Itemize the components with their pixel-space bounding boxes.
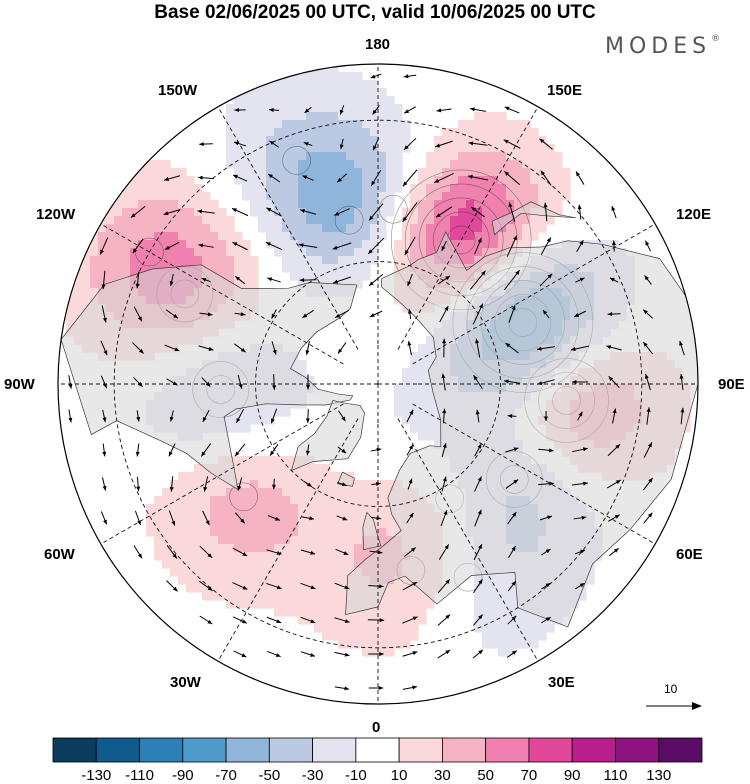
colorbar-tick-label: -50	[258, 767, 280, 784]
colorbar-cell	[442, 738, 485, 762]
colorbar-tick-label: -130	[81, 767, 111, 784]
colorbar-tick-label: 30	[434, 767, 451, 784]
colorbar-cell	[529, 738, 572, 762]
colorbar-cell	[313, 738, 356, 762]
colorbar-tick-label: -30	[302, 767, 324, 784]
colorbar-cell	[659, 738, 702, 762]
colorbar-tick-label: 50	[477, 767, 494, 784]
colorbar-tick-label: -110	[125, 767, 154, 784]
colorbar-cell	[96, 738, 139, 762]
colorbar-tick-label: -90	[172, 767, 194, 784]
colorbar-tick-label: 110	[603, 767, 627, 784]
colorbar-cell	[183, 738, 226, 762]
colorbar-tick-label: 10	[391, 767, 408, 784]
colorbar-tick-label: 90	[564, 767, 581, 784]
colorbar-cell	[356, 738, 399, 762]
colorbar-cell	[226, 738, 269, 762]
colorbar-tick-label: -70	[215, 767, 237, 784]
colorbar-tick-label: 130	[646, 767, 671, 784]
colorbar-cell	[615, 738, 658, 762]
colorbar-cell	[140, 738, 183, 762]
colorbar-cell	[572, 738, 615, 762]
colorbar-cell	[53, 738, 96, 762]
colorbar-cell	[399, 738, 442, 762]
colorbar-cell	[486, 738, 529, 762]
colorbar-cell	[269, 738, 312, 762]
colorbar-tick-label: 70	[521, 767, 538, 784]
colorbar-tick-label: -10	[345, 767, 367, 784]
